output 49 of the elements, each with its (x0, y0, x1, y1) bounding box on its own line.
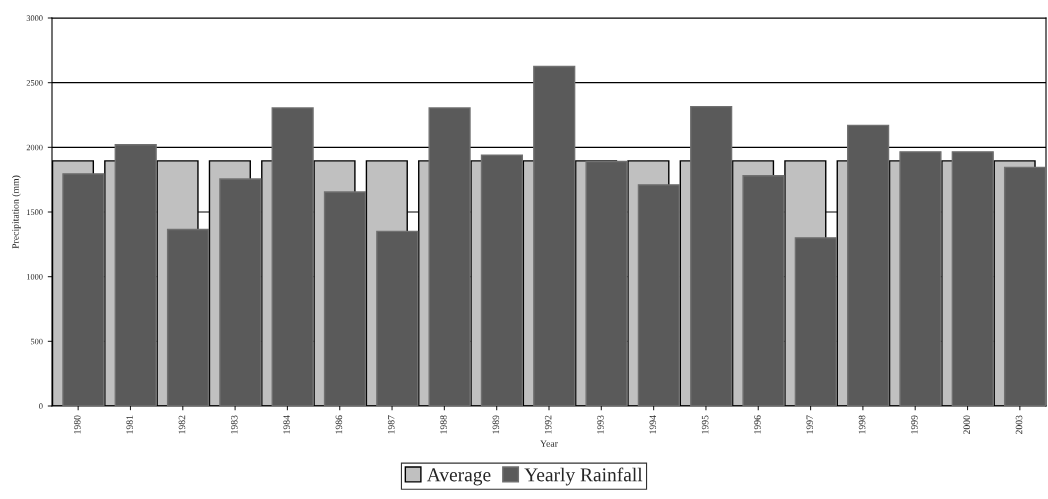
x-tick-label: 1999 (911, 415, 918, 434)
x-tick-label: 1992 (544, 415, 552, 434)
y-tick-label: 0 (39, 403, 43, 409)
bar (219, 178, 262, 406)
bar (480, 154, 524, 406)
x-tick-label: 1996 (754, 415, 761, 434)
y-tick-label: 500 (30, 338, 43, 345)
x-tick-label: 2003 (1015, 415, 1023, 435)
x-tick-label: 1986 (335, 415, 343, 434)
y-tick-label: 2000 (26, 144, 43, 151)
bar (166, 228, 210, 406)
x-tick-label: 1981 (126, 415, 133, 434)
y-tick-label: 1500 (27, 209, 43, 215)
x-tick-label: 1994 (649, 415, 657, 434)
y-tick-label: 1000 (27, 274, 43, 280)
x-tick-label: 2000 (963, 415, 970, 435)
x-tick-label: 1983 (230, 415, 238, 434)
bar (533, 65, 576, 406)
x-tick-label: 1987 (387, 415, 395, 434)
bar (742, 175, 785, 406)
y-tick-label: 3000 (26, 15, 43, 21)
bar (1003, 166, 1046, 406)
x-tick-label: 1984 (283, 415, 290, 434)
legend-label: Average (426, 468, 491, 486)
x-axis-title: Year (540, 440, 558, 447)
bar (62, 173, 105, 406)
x-tick-label: 1982 (178, 415, 186, 434)
bar (376, 230, 419, 406)
legend-label: Yearly Rainfall (524, 467, 643, 486)
bar (951, 151, 994, 406)
x-tick-label: 1993 (597, 415, 604, 434)
bar (847, 124, 890, 406)
x-tick-label: 1980 (74, 415, 81, 434)
x-tick-label: 1998 (858, 415, 866, 434)
bar (585, 160, 628, 406)
x-tick-label: 1995 (701, 415, 709, 434)
bar (428, 107, 471, 406)
bar (637, 184, 680, 406)
bar (899, 151, 942, 406)
x-tick-label: 1989 (492, 415, 500, 434)
y-axis-title: Precipitation (mm) (11, 175, 21, 249)
bar (271, 107, 314, 406)
x-tick-label: 1997 (806, 415, 814, 434)
bar (323, 191, 367, 406)
bar (794, 237, 837, 406)
bar (114, 144, 157, 406)
y-tick-label: 2500 (26, 80, 43, 86)
bar (690, 105, 733, 406)
x-tick-label: 1988 (440, 415, 447, 434)
